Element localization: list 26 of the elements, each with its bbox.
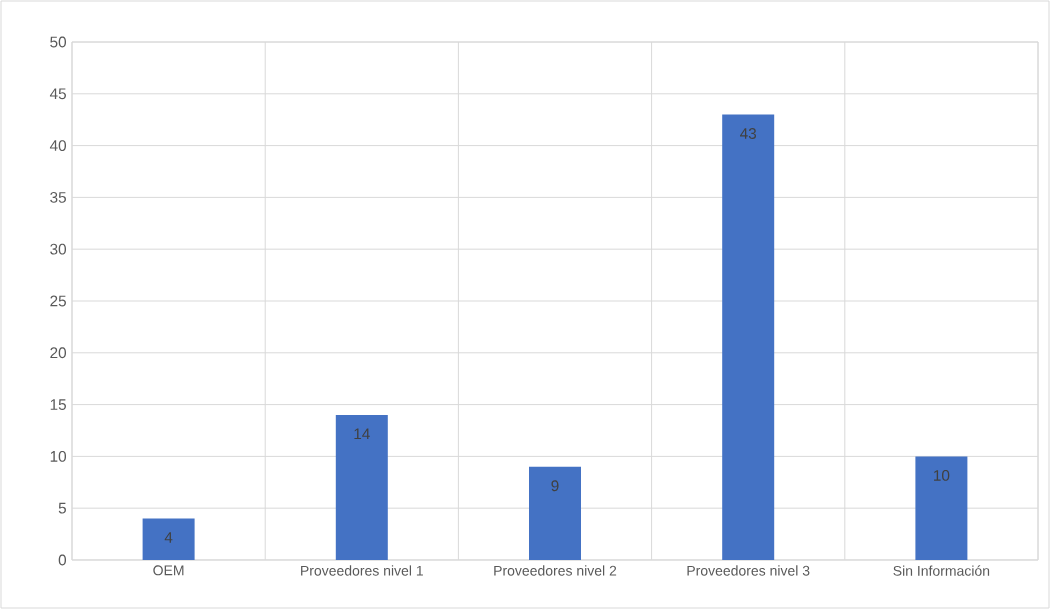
data-label: 9 — [551, 480, 559, 492]
x-tick-label: Proveedores nivel 2 — [494, 565, 617, 576]
data-label: 14 — [354, 428, 370, 440]
y-tick-label: 10 — [50, 450, 67, 462]
bar — [915, 456, 968, 560]
y-tick-label: 25 — [50, 295, 66, 307]
y-tick-label: 35 — [50, 191, 66, 203]
y-tick-label: 20 — [50, 347, 67, 359]
y-tick-label: 45 — [49, 88, 66, 100]
bar — [335, 414, 388, 560]
x-tick-label: Sin Información — [893, 565, 990, 576]
y-tick-label: 0 — [58, 554, 67, 566]
x-tick-label: OEM — [153, 565, 184, 576]
y-tick-label: 50 — [50, 36, 67, 48]
x-tick-label: Proveedores nivel 1 — [301, 565, 423, 576]
data-label: 43 — [740, 128, 757, 139]
y-tick-label: 40 — [49, 140, 67, 152]
x-tick-label: Proveedores nivel 3 — [687, 565, 810, 576]
data-label: 10 — [934, 469, 950, 481]
y-tick-label: 30 — [50, 243, 67, 255]
y-tick-label: 5 — [58, 502, 66, 514]
bar — [722, 114, 775, 560]
data-label: 4 — [164, 532, 173, 543]
bar — [142, 518, 195, 560]
bar — [529, 466, 581, 560]
y-tick-label: 15 — [50, 399, 66, 410]
